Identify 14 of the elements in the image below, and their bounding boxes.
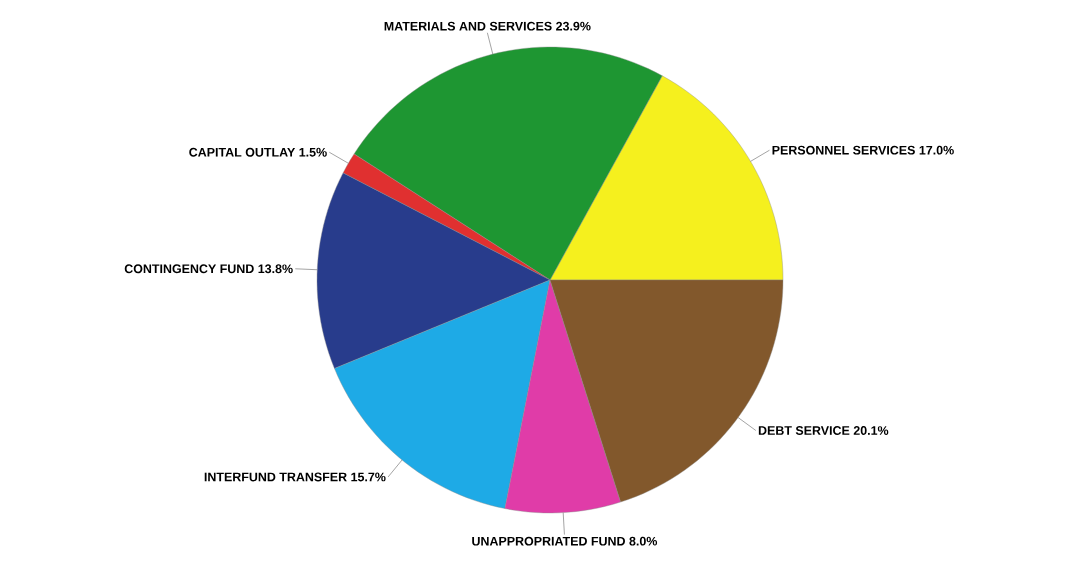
data-label: 23.9% xyxy=(556,21,591,31)
slice-label: PERSONNEL SERVICES xyxy=(772,145,915,155)
slice-label: MATERIALS AND SERVICES xyxy=(384,21,552,31)
data-label: 1.5% xyxy=(299,147,327,157)
slice-label: CAPITAL OUTLAY xyxy=(189,147,296,157)
data-label: 17.0% xyxy=(919,145,954,155)
slice-label: DEBT SERVICE xyxy=(758,426,850,435)
slice-label: CONTINGENCY FUND xyxy=(124,264,254,274)
data-label: 20.1% xyxy=(853,426,889,435)
slice-label: UNAPPROPRIATED FUND xyxy=(472,536,625,546)
slice-label: INTERFUND TRANSFER xyxy=(204,472,347,482)
data-label: 13.8% xyxy=(258,264,293,274)
data-label: 15.7% xyxy=(351,472,386,482)
data-label: 8.0% xyxy=(629,536,658,546)
